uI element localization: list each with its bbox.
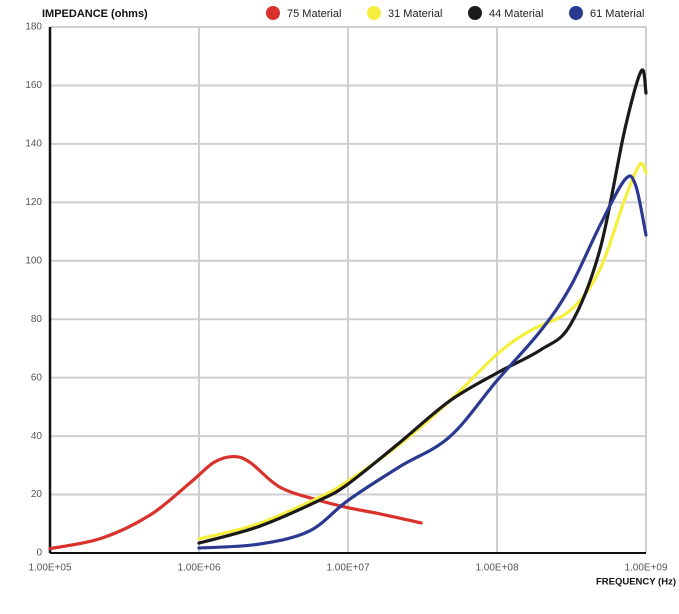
series-line xyxy=(197,174,648,550)
legend-marker xyxy=(569,6,583,20)
series-line xyxy=(197,161,648,541)
x-tick-label: 1.00E+06 xyxy=(177,563,221,574)
y-tick-label: 160 xyxy=(25,80,42,91)
x-tick-label: 1.00E+07 xyxy=(326,563,370,574)
y-tick-label: 100 xyxy=(25,255,42,266)
legend-marker xyxy=(367,6,381,20)
y-tick-label: 40 xyxy=(31,431,43,442)
series-line xyxy=(48,454,423,551)
x-tick-label: 1.00E+08 xyxy=(475,563,519,574)
y-tick-label: 20 xyxy=(31,489,43,500)
legend-marker xyxy=(266,6,280,20)
series-line xyxy=(197,68,648,545)
y-tick-label: 0 xyxy=(36,548,42,559)
legend-marker xyxy=(468,6,482,20)
y-tick-label: 80 xyxy=(31,314,43,325)
x-tick-label: 1.00E+05 xyxy=(28,563,72,574)
x-axis-label: FREQUENCY (Hz) xyxy=(596,577,676,588)
legend-label: 75 Material xyxy=(287,8,341,20)
y-tick-label: 140 xyxy=(25,139,42,150)
legend-label: 44 Material xyxy=(489,8,543,20)
legend-label: 61 Material xyxy=(590,8,644,20)
y-tick-label: 60 xyxy=(31,372,43,383)
legend-label: 31 Material xyxy=(388,8,442,20)
y-axis-label: IMPEDANCE (ohms) xyxy=(42,8,148,20)
y-tick-label: 120 xyxy=(25,197,42,208)
y-tick-label: 180 xyxy=(25,22,42,33)
x-tick-label: 1.00E+09 xyxy=(624,563,668,574)
